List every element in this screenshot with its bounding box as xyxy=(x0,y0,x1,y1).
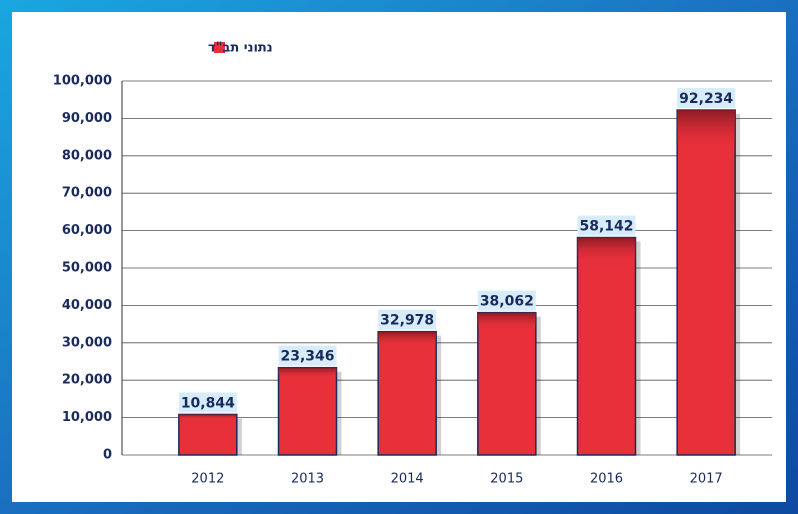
x-tick-label: 2017 xyxy=(690,472,723,487)
value-label-bg xyxy=(378,309,437,330)
y-tick-label: 0 xyxy=(103,448,112,463)
x-tick-label: 2015 xyxy=(490,472,523,487)
y-tick-label: 70,000 xyxy=(62,186,112,201)
bar-shade xyxy=(577,237,636,455)
value-label-bg xyxy=(178,392,237,413)
y-tick-label: 30,000 xyxy=(62,335,112,350)
legend-swatch xyxy=(214,42,225,53)
y-tick-label: 100,000 xyxy=(53,74,112,89)
value-label: 10,844 xyxy=(181,395,235,411)
value-label-bg xyxy=(677,88,736,109)
bar-shade xyxy=(378,331,437,455)
value-label-bg xyxy=(278,345,337,366)
value-label: 92,234 xyxy=(679,91,733,107)
x-tick-label: 2012 xyxy=(191,472,224,487)
y-tick-label: 10,000 xyxy=(62,410,112,425)
bar-shade xyxy=(278,367,337,455)
legend-label: נתוני תב"ד xyxy=(208,41,273,56)
y-tick-label: 20,000 xyxy=(62,373,112,388)
y-tick-label: 60,000 xyxy=(62,223,112,238)
x-tick-label: 2014 xyxy=(391,472,424,487)
y-tick-label: 50,000 xyxy=(62,261,112,276)
x-tick-label: 2013 xyxy=(291,472,324,487)
y-tick-label: 40,000 xyxy=(62,298,112,313)
bar-shade xyxy=(477,312,536,455)
value-label-bg xyxy=(577,215,636,236)
x-tick-label: 2016 xyxy=(590,472,623,487)
value-label-bg xyxy=(477,290,536,311)
y-tick-label: 80,000 xyxy=(62,148,112,163)
y-tick-label: 90,000 xyxy=(62,111,112,126)
bar-shade xyxy=(677,110,736,456)
value-label: 58,142 xyxy=(579,219,633,235)
value-label: 23,346 xyxy=(280,349,334,365)
value-label: 38,062 xyxy=(480,294,534,310)
value-label: 32,978 xyxy=(380,313,434,329)
bar-shade xyxy=(178,414,237,455)
